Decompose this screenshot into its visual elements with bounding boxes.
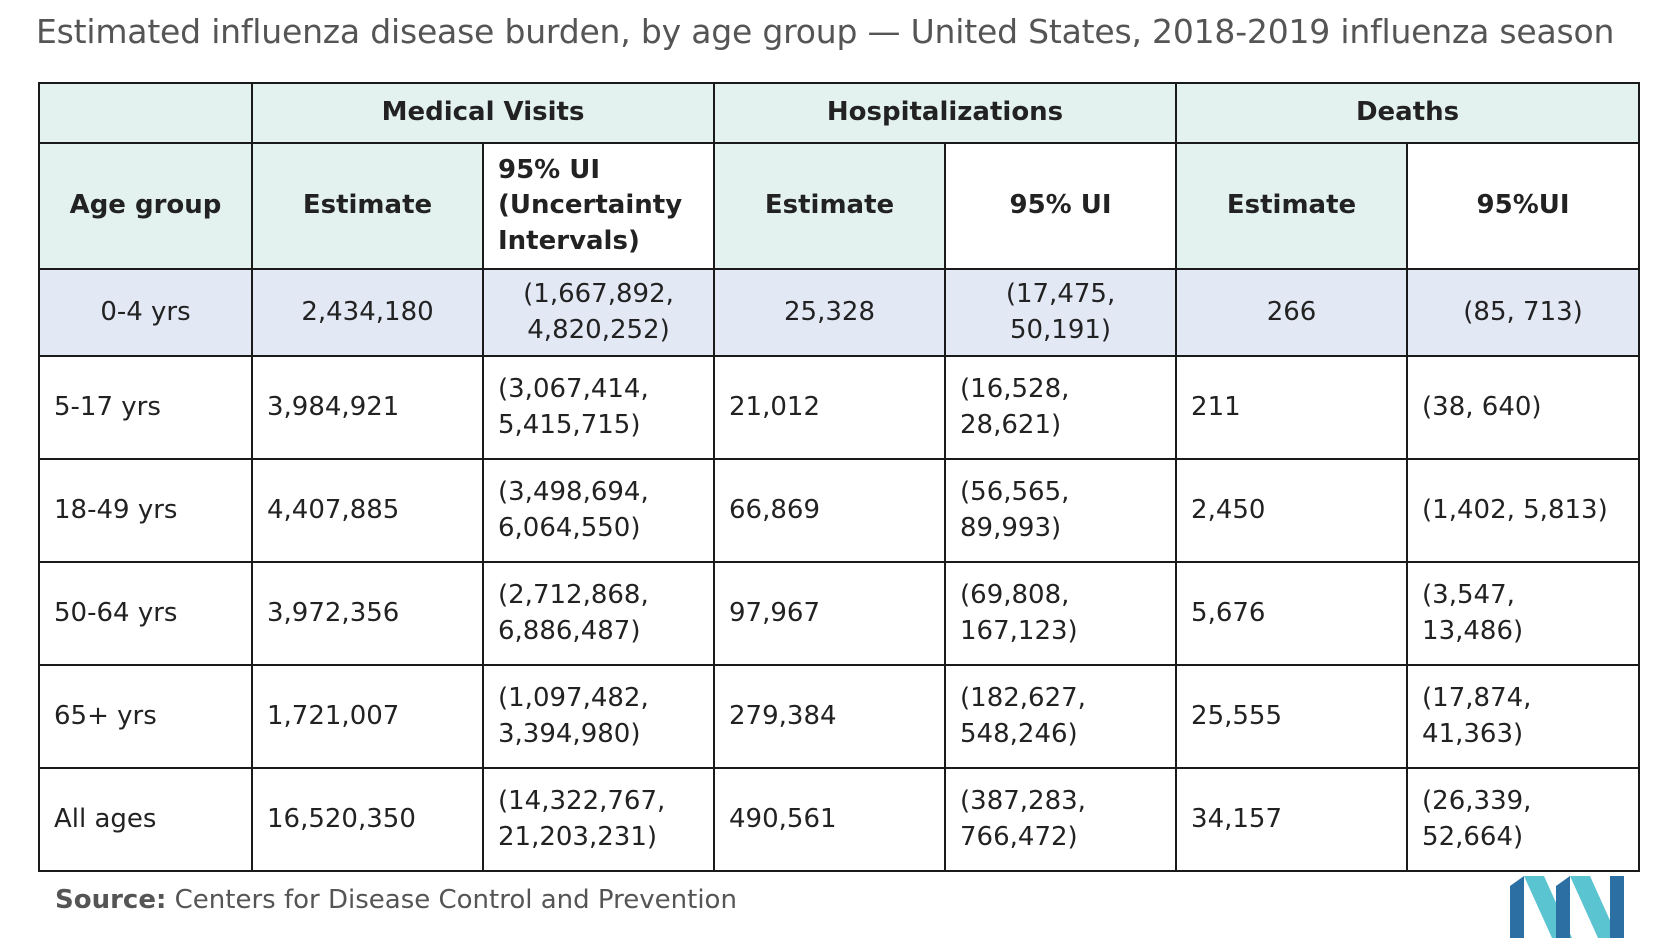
cell-death-estimate: 34,157 (1175, 767, 1409, 872)
cell-death-estimate: 25,555 (1175, 664, 1409, 769)
cell-age: 0-4 yrs (38, 268, 253, 357)
header-age-group: Age group (38, 142, 253, 270)
cell-mv-estimate: 16,520,350 (251, 767, 484, 872)
cell-hosp-estimate: 490,561 (713, 767, 947, 872)
cell-death-ui: (26,339, 52,664) (1406, 767, 1641, 872)
source-label: Source: (55, 885, 167, 915)
cell-hosp-ui: (16,528, 28,621) (944, 355, 1178, 460)
cell-death-ui: (17,874, 41,363) (1406, 664, 1641, 769)
cell-death-estimate: 211 (1175, 355, 1409, 460)
source-note: Source: Centers for Disease Control and … (55, 885, 737, 915)
cell-death-estimate: 2,450 (1175, 458, 1409, 563)
cell-death-estimate: 5,676 (1175, 561, 1409, 666)
cell-hosp-estimate: 66,869 (713, 458, 947, 563)
cell-hosp-ui: (56,565, 89,993) (944, 458, 1178, 563)
group-header-row: Medical Visits Hospitalizations Deaths (38, 82, 1641, 144)
cell-mv-ui: (1,667,892, 4,820,252) (481, 268, 716, 357)
cell-mv-ui: (1,097,482, 3,394,980) (481, 664, 716, 769)
cell-hosp-ui: (17,475, 50,191) (944, 268, 1178, 357)
header-death-estimate: Estimate (1175, 142, 1409, 270)
header-hosp-estimate: Estimate (713, 142, 947, 270)
cell-hosp-ui: (69,808, 167,123) (944, 561, 1178, 666)
cell-death-ui: (38, 640) (1406, 355, 1641, 460)
cell-hosp-ui: (182,627, 548,246) (944, 664, 1178, 769)
sub-header-row: Age group Estimate 95% UI (Uncertainty I… (38, 142, 1641, 270)
cell-age: 5-17 yrs (38, 355, 253, 460)
cell-hosp-estimate: 21,012 (713, 355, 947, 460)
header-blank-cell (38, 82, 253, 144)
cell-age: 65+ yrs (38, 664, 253, 769)
cell-death-ui: (3,547, 13,486) (1406, 561, 1641, 666)
table-row: 5-17 yrs 3,984,921 (3,067,414, 5,415,715… (38, 355, 1641, 460)
cell-age: 18-49 yrs (38, 458, 253, 563)
cell-mv-ui: (3,067,414, 5,415,715) (481, 355, 716, 460)
cell-mv-estimate: 3,972,356 (251, 561, 484, 666)
header-hosp-ui: 95% UI (944, 142, 1178, 270)
logo-icon (1510, 876, 1624, 938)
group-header-hospitalizations: Hospitalizations (713, 82, 1178, 144)
cell-mv-ui: (2,712,868, 6,886,487) (481, 561, 716, 666)
cell-mv-estimate: 1,721,007 (251, 664, 484, 769)
cell-mv-ui: (3,498,694, 6,064,550) (481, 458, 716, 563)
cell-hosp-estimate: 279,384 (713, 664, 947, 769)
header-mv-estimate: Estimate (251, 142, 484, 270)
group-header-medical-visits: Medical Visits (250, 82, 716, 144)
table-row: 50-64 yrs 3,972,356 (2,712,868, 6,886,48… (38, 561, 1641, 666)
burden-table: Medical Visits Hospitalizations Deaths A… (38, 82, 1641, 872)
source-text: Centers for Disease Control and Preventi… (174, 885, 737, 915)
table-row: 18-49 yrs 4,407,885 (3,498,694, 6,064,55… (38, 458, 1641, 563)
header-death-ui: 95%UI (1406, 142, 1641, 270)
cell-age: 50-64 yrs (38, 561, 253, 666)
cell-hosp-ui: (387,283, 766,472) (944, 767, 1178, 872)
cell-hosp-estimate: 97,967 (713, 561, 947, 666)
table-row: 65+ yrs 1,721,007 (1,097,482, 3,394,980)… (38, 664, 1641, 769)
cell-mv-estimate: 4,407,885 (251, 458, 484, 563)
cell-hosp-estimate: 25,328 (713, 268, 947, 357)
cell-death-ui: (1,402, 5,813) (1406, 458, 1641, 563)
table-row: All ages 16,520,350 (14,322,767, 21,203,… (38, 767, 1641, 872)
page-title: Estimated influenza disease burden, by a… (36, 12, 1615, 51)
cell-mv-ui: (14,322,767, 21,203,231) (481, 767, 716, 872)
cell-mv-estimate: 2,434,180 (251, 268, 484, 357)
cell-age: All ages (38, 767, 253, 872)
table-row: 0-4 yrs 2,434,180 (1,667,892, 4,820,252)… (38, 268, 1641, 357)
header-mv-ui: 95% UI (Uncertainty Intervals) (481, 142, 716, 270)
cell-death-ui: (85, 713) (1406, 268, 1641, 357)
group-header-deaths: Deaths (1175, 82, 1641, 144)
cell-death-estimate: 266 (1175, 268, 1409, 357)
cell-mv-estimate: 3,984,921 (251, 355, 484, 460)
